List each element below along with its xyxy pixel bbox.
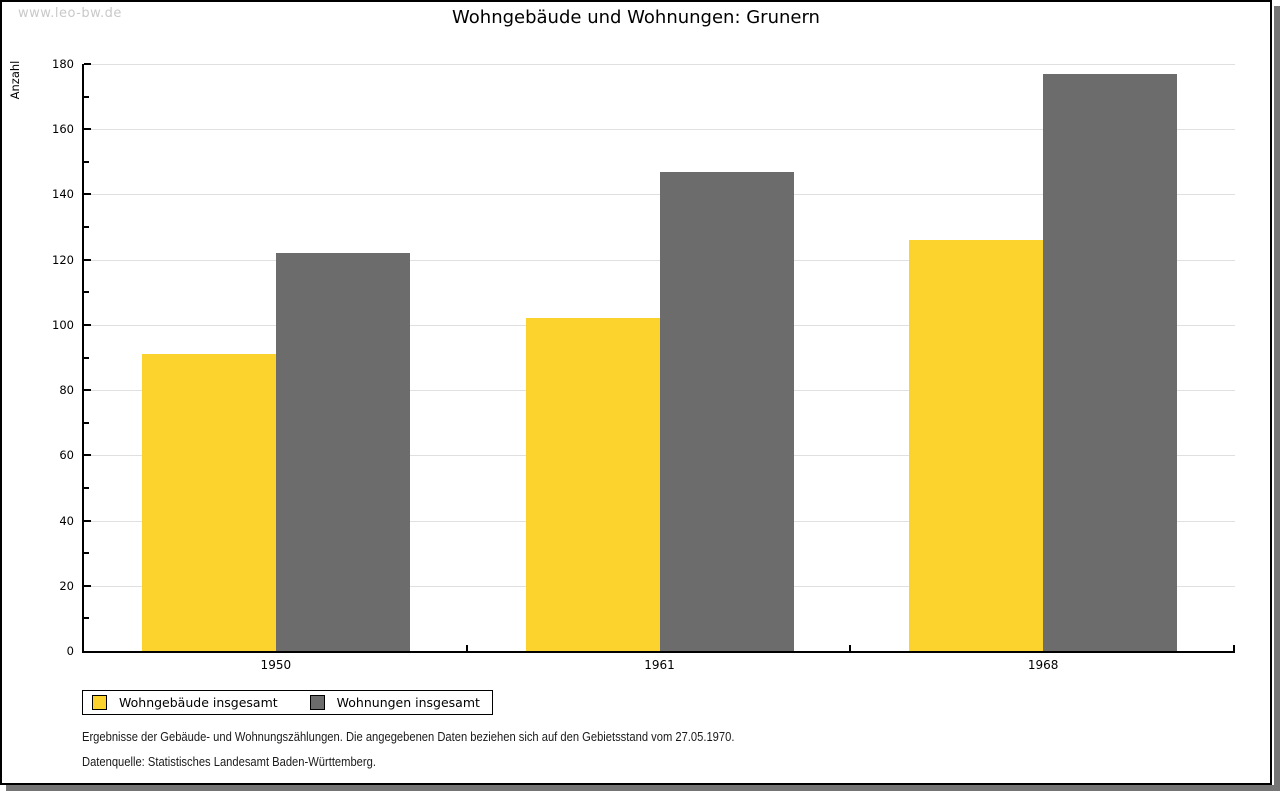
legend-swatch-1 [309,695,325,710]
y-tick-label: 120 [52,252,74,267]
page-shadow-bottom [6,785,1280,791]
chart-title: Wohngebäude und Wohnungen: Grunern [452,7,820,28]
x-tick-label: 1968 [1027,658,1059,672]
x-tick-label: 1961 [644,658,675,672]
y-tick-label: 80 [59,383,74,398]
y-tick-label: 180 [52,57,74,71]
y-tick-major [84,454,91,457]
y-tick-minor [84,552,89,555]
y-tick-label: 100 [52,317,74,332]
footer-source: Datenquelle: Statistisches Landesamt Bad… [82,754,376,769]
y-tick-major [84,389,91,392]
y-tick-minor [84,356,89,359]
bar-1968-series-0 [909,240,1044,651]
x-tick-label: 1950 [260,658,292,672]
legend-item-0: Wohngebäude insgesamt [92,695,278,710]
y-tick-label: 0 [66,644,74,658]
y-axis-title: Anzahl [8,60,22,100]
chart-legend: Wohngebäude insgesamt Wohnungen insgesamt [82,690,493,715]
legend-label-0: Wohngebäude insgesamt [119,695,278,710]
y-tick-major [84,128,91,131]
y-gridline [84,64,1235,65]
bar-1968-series-1 [1043,73,1178,651]
bar-1950-series-1 [275,253,410,651]
y-tick-major [84,519,91,522]
y-tick-label: 160 [52,122,74,137]
y-tick-major [84,193,91,196]
y-tick-minor [84,486,89,489]
y-tick-minor [84,226,89,229]
y-tick-major [84,258,91,261]
footer-note: Ergebnisse der Gebäude- und Wohnungszähl… [82,729,735,744]
y-tick-major [84,323,91,326]
y-tick-minor [84,291,89,294]
y-tick-minor [84,95,89,98]
y-tick-major [84,63,91,65]
plot-area: 0 20 40 60 80 100 120 140 160 180 1950 1961 1968 [52,57,1235,672]
y-tick-minor [84,617,89,620]
x-tick-mark [465,645,468,651]
y-gridline [84,129,1235,131]
watermark-url: www.leo-bw.de [18,6,122,21]
y-tick-minor [84,421,89,424]
y-tick-minor [84,160,89,163]
y-tick-label: 60 [59,448,74,463]
legend-label-1: Wohnungen insgesamt [336,695,480,710]
x-tick-mark [1233,645,1235,651]
y-tick-label: 140 [52,187,74,202]
y-tick-label: 20 [59,578,74,593]
y-tick-label: 40 [59,513,74,528]
bar-1961-series-1 [659,171,794,651]
legend-swatch-0 [92,695,107,710]
bar-1950-series-0 [141,354,276,651]
y-tick-major [84,584,91,587]
legend-item-1: Wohnungen insgesamt [309,695,480,710]
page-shadow-right [1274,6,1280,791]
bar-1961-series-0 [525,318,660,651]
x-tick-mark [849,645,852,651]
